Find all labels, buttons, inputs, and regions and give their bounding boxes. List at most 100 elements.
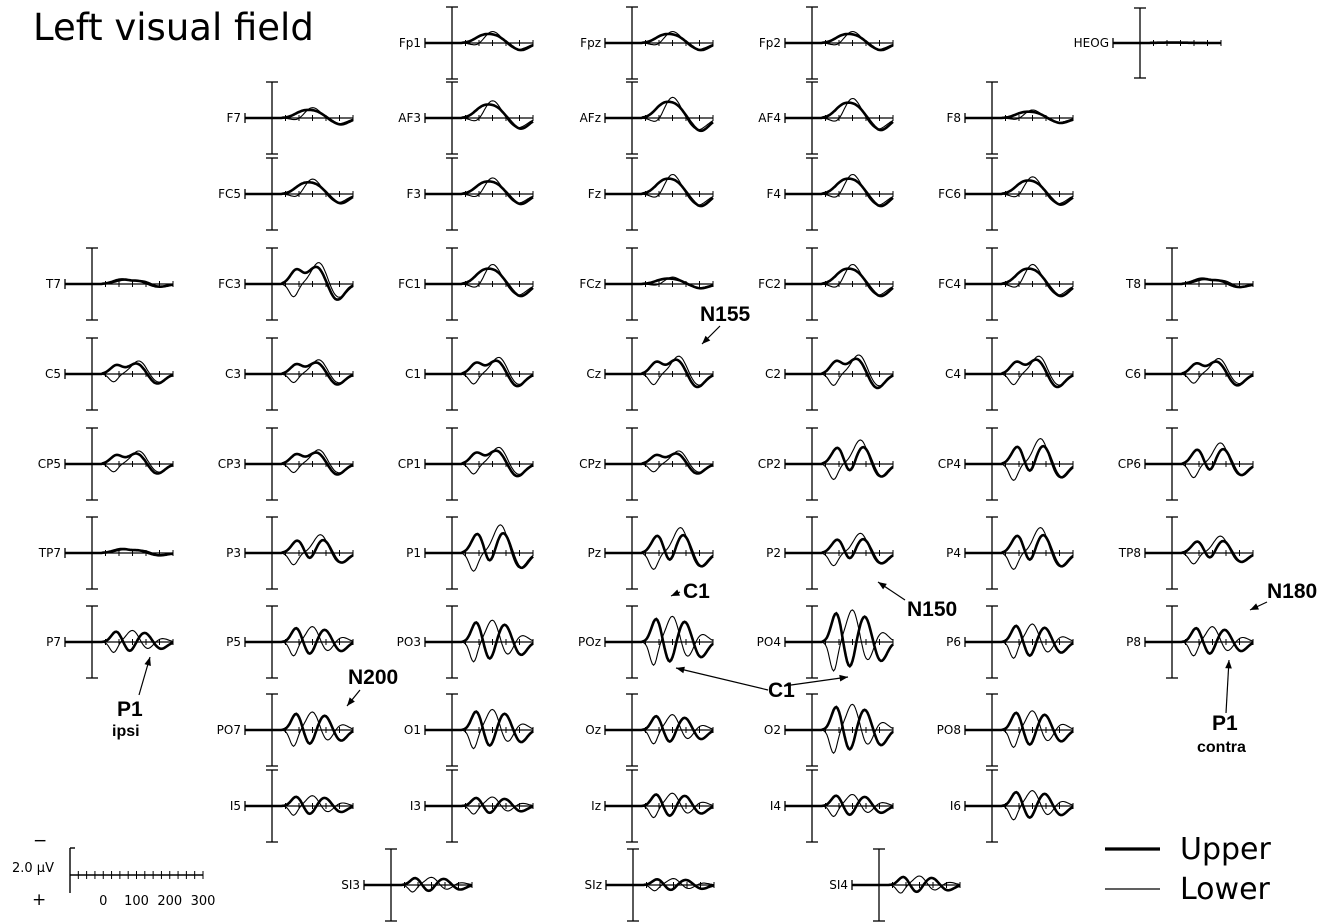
electrode-panel: I6 — [950, 769, 1074, 843]
electrode-label: T7 — [45, 277, 61, 291]
upper-field-waveform — [965, 110, 1074, 125]
electrode-label: T8 — [1125, 277, 1141, 291]
electrode-panel: AF3 — [398, 81, 534, 155]
upper-field-waveform — [425, 180, 534, 206]
electrode-panel: SI3 — [341, 848, 473, 922]
lower-field-waveform — [425, 446, 534, 475]
legend-label: Upper — [1180, 832, 1272, 867]
electrode-panel: P5 — [226, 605, 354, 679]
electrode-panel: CP3 — [218, 427, 354, 501]
upper-field-waveform — [605, 714, 714, 744]
lower-field-waveform — [785, 263, 894, 296]
upper-field-waveform — [965, 267, 1074, 298]
upper-field-waveform — [1145, 626, 1254, 656]
electrode-label: P4 — [946, 546, 961, 560]
upper-field-waveform — [245, 538, 354, 564]
upper-field-waveform — [245, 795, 354, 816]
electrode-panel: FCz — [579, 247, 714, 321]
upper-field-waveform — [245, 451, 354, 476]
upper-field-waveform — [245, 181, 354, 205]
upper-field-waveform — [425, 531, 534, 570]
electrode-panel: I3 — [410, 769, 534, 843]
upper-field-waveform — [65, 278, 174, 288]
upper-field-waveform — [425, 32, 534, 52]
upper-field-waveform — [1145, 539, 1254, 564]
electrode-panel: HEOG — [1074, 7, 1222, 79]
electrode-label: I4 — [770, 799, 781, 813]
component-sublabel: ipsi — [112, 723, 140, 740]
electrode-panel: TP8 — [1118, 516, 1254, 590]
upper-field-waveform — [245, 265, 354, 301]
upper-field-waveform — [965, 179, 1074, 207]
electrode-label: Fz — [588, 187, 601, 201]
upper-field-waveform — [245, 626, 354, 656]
annotation-arrowhead — [839, 674, 848, 682]
electrode-panel: C2 — [765, 337, 894, 411]
electrode-panel: P8 — [1126, 605, 1254, 679]
electrode-panel: CP4 — [938, 427, 1074, 501]
electrode-panel: FC3 — [218, 247, 354, 321]
lower-field-waveform — [605, 173, 714, 206]
annotation-arrowhead — [878, 582, 887, 590]
upper-field-waveform — [605, 793, 714, 818]
upper-field-waveform — [425, 710, 534, 748]
annotation-arrowhead — [676, 666, 685, 674]
upper-field-waveform — [1145, 360, 1254, 387]
electrode-panel: I5 — [230, 769, 354, 843]
electrode-label: FC4 — [938, 277, 961, 291]
electrode-label: Fpz — [580, 36, 601, 50]
upper-field-waveform — [425, 449, 534, 478]
lower-field-waveform — [785, 354, 894, 387]
electrode-panel: CP6 — [1118, 427, 1254, 501]
electrode-panel: CP1 — [398, 427, 534, 501]
electrode-label: CP5 — [38, 457, 61, 471]
electrode-label: C2 — [765, 367, 781, 381]
electrode-panel: PO4 — [757, 605, 894, 679]
lower-field-waveform — [965, 355, 1074, 386]
upper-field-waveform — [1145, 447, 1254, 477]
electrode-panels: Fp1 Fpz Fp2 HEOG F7 AF3 AFz AF4 F8 FC5 F3 Fz F4 FC6 T7… — [38, 6, 1254, 922]
electrode-panel: P7 — [46, 605, 174, 679]
upper-field-waveform — [605, 277, 714, 290]
annotation-arrow — [675, 667, 769, 691]
annotation-arrow — [783, 676, 849, 687]
electrode-panel: PO3 — [397, 605, 534, 679]
component-label: N150 — [907, 598, 957, 621]
electrode-panel: F7 — [226, 81, 354, 155]
scale-sign-positive: + — [32, 890, 46, 910]
upper-field-waveform — [605, 32, 714, 52]
lower-field-waveform — [785, 173, 894, 206]
component-label: C1 — [768, 679, 795, 702]
lower-field-waveform — [425, 356, 534, 385]
electrode-label: PO4 — [757, 635, 781, 649]
electrode-panel: PO8 — [937, 693, 1074, 767]
scale-voltage-label: 2.0 μV — [12, 861, 54, 876]
electrode-panel: T7 — [45, 247, 174, 321]
electrode-panel: AFz — [580, 81, 714, 155]
electrode-label: I6 — [950, 799, 961, 813]
upper-field-waveform — [425, 103, 534, 131]
electrode-panel: P4 — [946, 516, 1074, 590]
electrode-label: C1 — [405, 367, 421, 381]
upper-field-waveform — [605, 452, 714, 475]
scale-bar: − +2.0 μV 0 100 200 300 — [12, 831, 215, 910]
electrode-panel: T8 — [1125, 247, 1254, 321]
upper-field-waveform — [245, 361, 354, 386]
upper-field-waveform — [425, 796, 534, 815]
electrode-label: F7 — [226, 111, 241, 125]
electrode-panel: FC4 — [938, 247, 1074, 321]
upper-field-waveform — [785, 267, 894, 298]
electrode-label: CP3 — [218, 457, 241, 471]
electrode-label: F4 — [766, 187, 781, 201]
upper-field-waveform — [605, 358, 714, 389]
electrode-panel: Fp1 — [399, 6, 534, 80]
upper-field-waveform — [605, 533, 714, 568]
upper-field-waveform — [965, 533, 1074, 568]
electrode-label: CP2 — [758, 457, 781, 471]
upper-field-waveform — [605, 177, 714, 208]
electrode-panel: CP2 — [758, 427, 894, 501]
electrode-panel: TP7 — [38, 516, 174, 590]
electrode-panel: FC1 — [398, 247, 534, 321]
lower-field-waveform — [965, 263, 1074, 296]
electrode-label: P2 — [766, 546, 781, 560]
